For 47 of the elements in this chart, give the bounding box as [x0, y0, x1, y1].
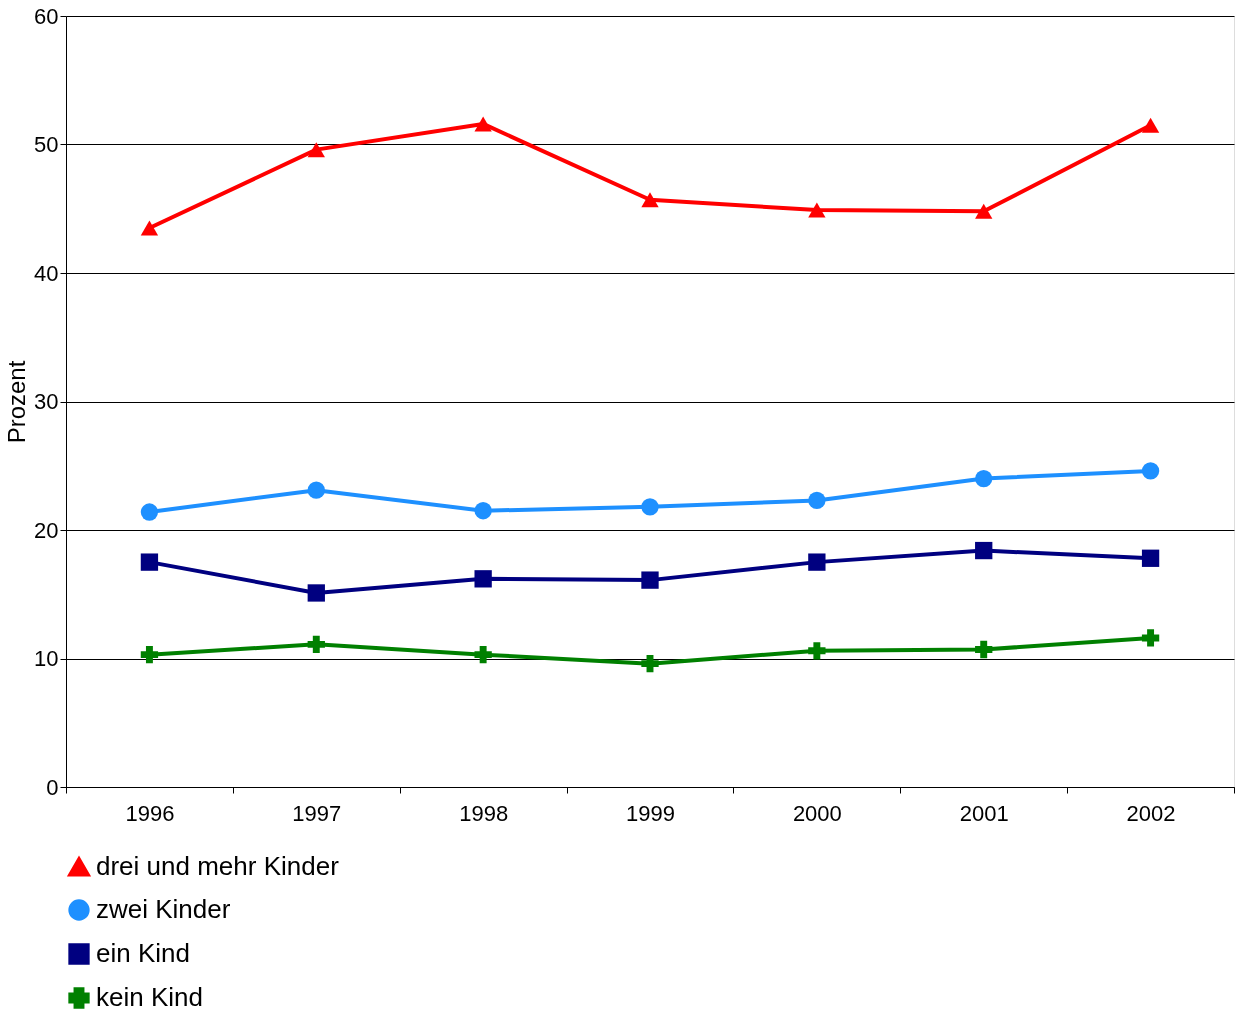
point [474, 570, 492, 588]
x-tick-label: 1999 [626, 800, 675, 826]
legend-label: kein Kind [96, 982, 203, 1012]
point [474, 645, 492, 664]
legend-label: ein Kind [96, 938, 190, 968]
y-tick-label: 60 [34, 3, 59, 29]
point [975, 541, 993, 560]
point [1141, 629, 1160, 647]
x-tick-label: 1997 [292, 800, 342, 826]
point [474, 502, 492, 520]
x-tick-label: 1998 [459, 800, 509, 826]
point [307, 584, 325, 602]
point [975, 203, 993, 219]
point [140, 645, 159, 664]
legend-label: zwei Kinder [96, 894, 231, 924]
point [307, 481, 325, 499]
x-tick-label: 2000 [792, 800, 842, 826]
point [808, 491, 826, 510]
point [307, 635, 325, 654]
point [641, 192, 659, 208]
x-tick-label: 2002 [1126, 800, 1176, 826]
point [975, 640, 993, 659]
y-tick-label: 0 [46, 774, 59, 800]
legend-label: drei und mehr Kinder [96, 851, 340, 881]
x-tick-label: 2001 [959, 800, 1009, 826]
x-tick-label: 1996 [125, 800, 175, 826]
point [808, 553, 826, 571]
point [140, 503, 159, 521]
point [975, 469, 993, 488]
point [140, 553, 159, 571]
y-tick-label: 40 [34, 260, 59, 286]
y-axis-title: Prozent [3, 360, 31, 444]
point [1141, 462, 1160, 480]
point [1141, 549, 1160, 567]
point [641, 498, 659, 516]
y-tick-label: 10 [34, 646, 59, 671]
point [1141, 117, 1160, 133]
point [307, 142, 325, 158]
y-tick-label: 30 [34, 389, 59, 414]
point [808, 642, 826, 660]
point [140, 220, 159, 236]
y-tick-label: 50 [34, 132, 59, 157]
point [641, 654, 659, 673]
point [808, 202, 826, 218]
point [474, 116, 492, 132]
y-tick-label: 20 [34, 517, 59, 543]
point [641, 571, 659, 589]
